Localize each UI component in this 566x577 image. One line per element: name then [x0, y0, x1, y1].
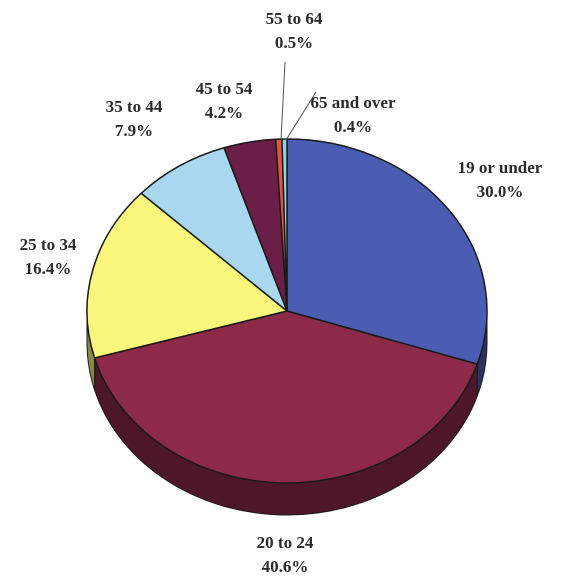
leader-line-6: [285, 91, 317, 141]
slice-value-label-2: 16.4%: [25, 259, 72, 278]
slice-value-label-6: 0.4%: [334, 117, 372, 136]
slice-value-label-1: 40.6%: [262, 557, 309, 576]
slice-3: [140, 147, 288, 312]
slice-label-5: 55 to 64: [266, 9, 323, 28]
slice-value-label-0: 30.0%: [477, 182, 524, 201]
slice-labels: 19 or under 30.0% 20 to 24 40.6% 25 to 34 16.…: [20, 9, 543, 576]
leader-line-5: [280, 61, 286, 141]
slice-value-label-5: 0.5%: [275, 33, 313, 52]
pie-slices: [86, 138, 488, 484]
leader-lines: [280, 61, 317, 141]
slice-1: [93, 310, 478, 484]
slice-label-0: 19 or under: [458, 158, 543, 177]
slice-value-label-3: 7.9%: [115, 121, 153, 140]
slice-label-2: 25 to 34: [20, 235, 77, 254]
slice-label-4: 45 to 54: [196, 79, 253, 98]
slice-0: [286, 138, 488, 365]
slice-value-label-4: 4.2%: [205, 103, 243, 122]
slice-label-3: 35 to 44: [106, 97, 163, 116]
slice-label-6: 65 and over: [311, 93, 396, 112]
slice-2: [86, 192, 288, 359]
slice-label-1: 20 to 24: [257, 533, 314, 552]
